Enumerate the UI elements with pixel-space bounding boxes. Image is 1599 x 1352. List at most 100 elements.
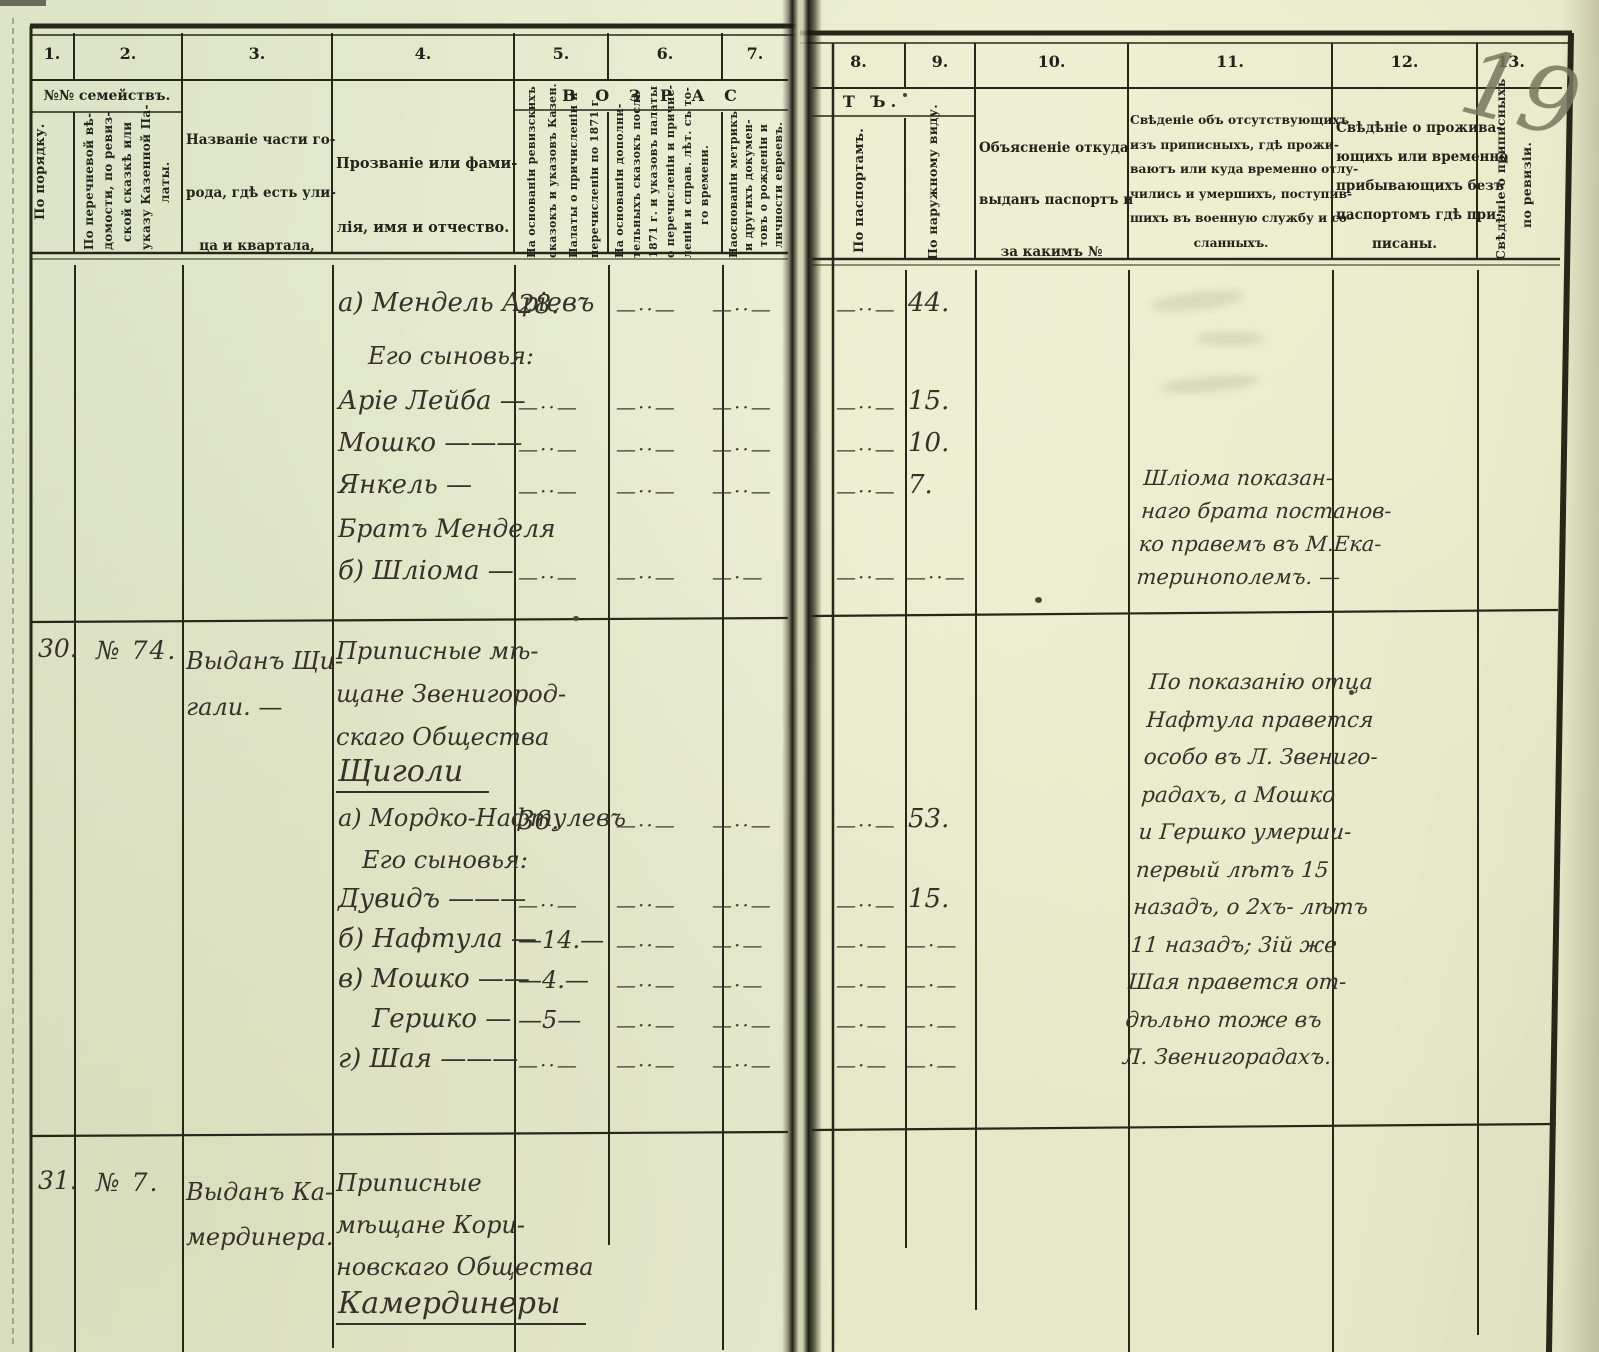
col-number-6: 6. — [656, 44, 674, 63]
col-number-5: 5. — [552, 44, 570, 63]
table-row: Дувидъ ——— —··— —··— —··— —··— 15. — [0, 884, 1599, 932]
ink-speck — [1349, 690, 1354, 695]
age-additional: —··— — [616, 813, 677, 837]
table-row: а) Мордко-Нафтулевъ 36. —··— —··— —··— 5… — [0, 804, 1599, 852]
society-description: Приписные мѣщане Кори- новскаго Общества — [336, 1169, 594, 1281]
age-additional: —··— — [616, 297, 677, 321]
col-number-13: 13. — [1497, 52, 1525, 71]
col-number-11: 11. — [1216, 52, 1244, 71]
table-row: Его сыновья: — [0, 342, 1599, 390]
age-revision: 28. — [518, 290, 560, 320]
header-col2: По перечневой вѣ- домости, по ревиз- ско… — [82, 104, 172, 250]
person-name: б) Нафтула — — [338, 924, 537, 954]
person-name: г) Шая ——— — [338, 1044, 519, 1074]
age-appearance: —·— — [906, 933, 959, 957]
col-number-4: 4. — [414, 44, 432, 63]
age-revision: —14.— — [518, 926, 605, 954]
table-row: Его сыновья: — [0, 846, 1599, 894]
person-name: а) Мордко-Нафтулевъ — [338, 804, 626, 832]
age-passport: —··— — [836, 893, 897, 917]
age-revision: —··— — [518, 437, 579, 461]
age-appearance: 10. — [908, 428, 950, 458]
table-row: Гершко — —5— —··— —··— —·— —·— — [0, 1004, 1599, 1052]
age-metric: —··— — [712, 813, 773, 837]
header-col12: Свѣдѣніе о прожива- ющихъ или временно п… — [1336, 120, 1509, 252]
table-row: в) Мошко —— —4.— —··— —·— —·— —·— — [0, 964, 1599, 1012]
age-passport: —·— — [836, 933, 889, 957]
person-name: Мошко ——— — [338, 428, 523, 458]
age-additional: —··— — [616, 437, 677, 461]
person-name: Братъ Менделя — [338, 514, 556, 543]
header-col1: По порядку. — [33, 123, 48, 221]
absence-note: Шліома показан- наго брата постанов- ко … — [1135, 466, 1393, 589]
header-col6: На основаніи дополни- тельныхъ сказокъ п… — [613, 84, 711, 258]
scan-edge — [0, 0, 46, 6]
header-col5: На основаніи ревизскихъ сказокъ и указов… — [525, 83, 601, 258]
age-metric: —·— — [712, 933, 765, 957]
age-revision: —5— — [518, 1006, 582, 1034]
row-order-number: 31. — [38, 1166, 78, 1195]
age-appearance: 53. — [908, 804, 950, 834]
age-banner-left: В О З Р А С — [562, 86, 744, 105]
age-metric: —··— — [712, 297, 773, 321]
age-metric: —··— — [712, 893, 773, 917]
society-name: Щиголи — [336, 754, 490, 793]
age-metric: —··— — [712, 1013, 773, 1037]
book-fold — [782, 0, 822, 1352]
table-row: а) Мендель Аріевъ 28. —··— —··— —··— 44. — [0, 288, 1599, 336]
table-row: Аріе Лейба — —··— —··— —··— —··— 15. — [0, 386, 1599, 434]
age-revision: —··— — [518, 395, 579, 419]
person-name: Дувидъ ——— — [338, 884, 527, 914]
header-col8: По паспортамъ. — [852, 127, 867, 253]
age-metric: —·— — [712, 973, 765, 997]
person-name: б) Шліома — — [338, 556, 514, 586]
col-number-10: 10. — [1037, 52, 1066, 71]
passport-issue-note: Выданъ Ка- мердинера. — [186, 1178, 334, 1251]
age-additional: —··— — [616, 479, 677, 503]
absence-note: По показанію отца Нафтула правется особо… — [1122, 670, 1379, 1070]
passport-issue-note: Выданъ Щи- гали. — — [186, 647, 344, 721]
age-additional: —··— — [616, 893, 677, 917]
age-additional: —··— — [616, 1053, 677, 1077]
ink-speck — [573, 616, 579, 621]
age-passport: —··— — [836, 437, 897, 461]
age-metric: —··— — [712, 395, 773, 419]
society-description: Приписные мѣ- щане Звенигород- скаго Общ… — [336, 637, 567, 751]
age-passport: —·— — [836, 973, 889, 997]
age-passport: —··— — [836, 297, 897, 321]
age-metric: —·— — [712, 565, 765, 589]
family-number: № 7. — [96, 1168, 160, 1197]
table-row: г) Шая ——— —··— —··— —··— —·— —·— — [0, 1044, 1599, 1092]
age-appearance: —·— — [906, 1053, 959, 1077]
person-name: а) Мендель Аріевъ — [338, 288, 595, 318]
table-row: б) Шліома — —··— —··— —·— —··— —··— — [0, 556, 1599, 604]
age-additional: —··— — [616, 1013, 677, 1037]
age-metric: —··— — [712, 437, 773, 461]
family-number: № 74. — [96, 636, 178, 665]
header-col4: Прозваніе или фами- лія, имя и отчество. — [336, 155, 518, 236]
age-appearance: —·— — [906, 1013, 959, 1037]
age-metric: —··— — [712, 1053, 773, 1077]
age-passport: —·— — [836, 1053, 889, 1077]
age-passport: —··— — [836, 479, 897, 503]
age-appearance: 15. — [908, 884, 950, 914]
col-number-2: 2. — [119, 44, 137, 63]
age-appearance: 44. — [908, 288, 950, 318]
table-row: Мошко ——— —··— —··— —··— —··— 10. — [0, 428, 1599, 476]
bleedthrough-mark — [1195, 332, 1265, 346]
age-appearance: 15. — [908, 386, 950, 416]
person-name: Гершко — — [372, 1004, 512, 1034]
left-margin-line — [12, 18, 14, 1344]
age-additional: —··— — [616, 395, 677, 419]
age-banner-right: Т Ъ. — [842, 92, 902, 111]
col-number-1: 1. — [43, 44, 61, 63]
person-name: Янкель — — [338, 470, 473, 500]
col-number-8: 8. — [850, 52, 867, 71]
age-revision: —··— — [518, 479, 579, 503]
header-col7: Наоснованіи метрикъ и другихъ докумен- т… — [727, 110, 785, 258]
age-passport: —·— — [836, 1013, 889, 1037]
person-name: Его сыновья: — [368, 342, 534, 370]
header-col11: Свѣденіе объ отсутствующихъ изъ приписны… — [1130, 113, 1359, 250]
